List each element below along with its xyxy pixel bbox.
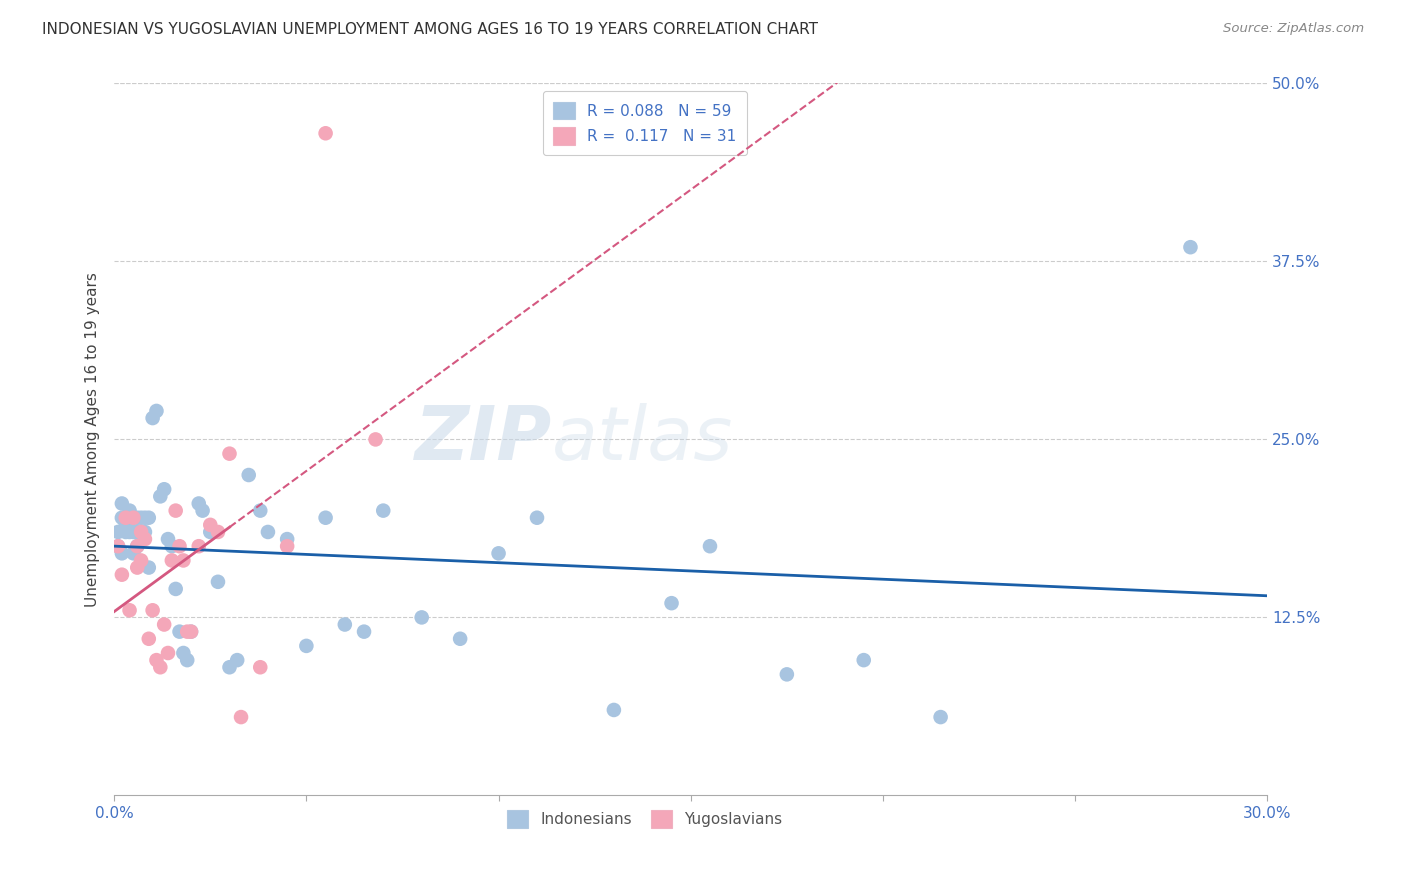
Point: [134, 532, 156, 546]
Point: [127, 524, 149, 539]
Point: [122, 524, 145, 539]
Point: [180, 624, 202, 639]
Y-axis label: Unemployment Among Ages 16 to 19 years: Unemployment Among Ages 16 to 19 years: [86, 272, 100, 607]
Point: [118, 503, 141, 517]
Point: [165, 582, 187, 596]
Point: [142, 411, 165, 425]
Point: [200, 524, 222, 539]
Point: [129, 553, 152, 567]
Point: [276, 539, 298, 553]
Point: [1180, 240, 1202, 254]
Point: [169, 624, 191, 639]
Text: ZIP: ZIP: [415, 403, 553, 476]
Point: [200, 517, 222, 532]
Legend: Indonesians, Yugoslavians: Indonesians, Yugoslavians: [501, 805, 789, 834]
Point: [122, 510, 145, 524]
Point: [153, 482, 176, 496]
Point: [122, 510, 145, 524]
Point: [114, 510, 136, 524]
Point: [153, 617, 176, 632]
Point: [114, 510, 136, 524]
Point: [160, 539, 183, 553]
Point: [180, 624, 202, 639]
Point: [114, 517, 136, 532]
Point: [127, 539, 149, 553]
Point: [249, 660, 271, 674]
Point: [315, 510, 337, 524]
Point: [207, 524, 229, 539]
Point: [488, 546, 510, 560]
Point: [134, 510, 156, 524]
Point: [149, 489, 172, 503]
Point: [218, 660, 240, 674]
Point: [142, 603, 165, 617]
Point: [129, 510, 152, 524]
Point: [315, 126, 337, 140]
Point: [661, 596, 683, 610]
Point: [364, 433, 387, 447]
Point: [191, 503, 214, 517]
Point: [172, 553, 194, 567]
Point: [526, 510, 548, 524]
Point: [699, 539, 721, 553]
Point: [172, 646, 194, 660]
Point: [149, 660, 172, 674]
Point: [333, 617, 356, 632]
Point: [218, 447, 240, 461]
Point: [134, 524, 156, 539]
Point: [145, 653, 167, 667]
Point: [276, 532, 298, 546]
Point: [176, 653, 198, 667]
Point: [295, 639, 318, 653]
Point: [114, 524, 136, 539]
Point: [122, 546, 145, 560]
Point: [127, 560, 149, 574]
Point: [257, 524, 280, 539]
Point: [118, 603, 141, 617]
Point: [107, 539, 129, 553]
Point: [127, 539, 149, 553]
Point: [129, 524, 152, 539]
Point: [776, 667, 799, 681]
Point: [373, 503, 395, 517]
Point: [156, 646, 179, 660]
Point: [187, 539, 209, 553]
Point: [176, 624, 198, 639]
Point: [145, 404, 167, 418]
Point: [138, 510, 160, 524]
Point: [160, 553, 183, 567]
Point: [449, 632, 471, 646]
Point: [107, 539, 129, 553]
Point: [238, 468, 260, 483]
Point: [107, 524, 129, 539]
Text: atlas: atlas: [553, 403, 734, 475]
Point: [169, 539, 191, 553]
Point: [226, 653, 249, 667]
Point: [138, 632, 160, 646]
Point: [129, 524, 152, 539]
Point: [207, 574, 229, 589]
Point: [111, 496, 134, 510]
Point: [852, 653, 875, 667]
Point: [127, 510, 149, 524]
Text: Source: ZipAtlas.com: Source: ZipAtlas.com: [1223, 22, 1364, 36]
Point: [187, 496, 209, 510]
Point: [411, 610, 433, 624]
Point: [229, 710, 252, 724]
Point: [165, 503, 187, 517]
Point: [353, 624, 375, 639]
Text: INDONESIAN VS YUGOSLAVIAN UNEMPLOYMENT AMONG AGES 16 TO 19 YEARS CORRELATION CHA: INDONESIAN VS YUGOSLAVIAN UNEMPLOYMENT A…: [42, 22, 818, 37]
Point: [156, 532, 179, 546]
Point: [929, 710, 952, 724]
Point: [249, 503, 271, 517]
Point: [118, 524, 141, 539]
Point: [111, 510, 134, 524]
Point: [111, 546, 134, 560]
Point: [111, 567, 134, 582]
Point: [603, 703, 626, 717]
Point: [138, 560, 160, 574]
